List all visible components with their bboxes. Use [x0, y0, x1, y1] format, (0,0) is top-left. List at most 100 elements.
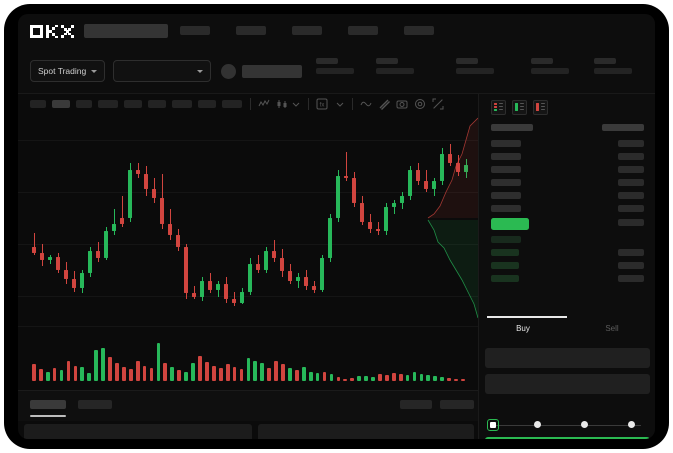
orderbook-last-price[interactable]	[491, 218, 529, 230]
volume-bar	[384, 375, 389, 381]
nav-item-1[interactable]	[180, 26, 210, 35]
submit-order-button[interactable]	[485, 437, 650, 439]
volume-bar	[149, 367, 154, 381]
timeframe-button[interactable]	[98, 100, 118, 108]
orderbook-ask-price[interactable]	[491, 179, 521, 186]
orderbook-view-asks-icon[interactable]	[533, 100, 548, 115]
nav-item-5[interactable]	[404, 26, 434, 35]
nav-search-field[interactable]	[84, 24, 168, 38]
timeframe-button[interactable]	[172, 100, 192, 108]
tab-order-history[interactable]	[78, 400, 112, 409]
nav-item-3[interactable]	[292, 26, 322, 35]
market-header: Spot Trading	[18, 48, 655, 94]
fullscreen-icon[interactable]	[432, 98, 444, 110]
timeframe-button[interactable]	[198, 100, 216, 108]
candlestick	[264, 114, 269, 324]
okx-logo[interactable]	[30, 25, 74, 38]
candlestick	[400, 114, 405, 324]
timeframe-button[interactable]	[222, 100, 242, 108]
tab-sell[interactable]: Sell	[605, 324, 619, 333]
volume-bar	[94, 350, 99, 381]
orderbook-ask-price[interactable]	[491, 140, 521, 147]
nav-items	[180, 26, 434, 36]
stepper-step-active[interactable]	[487, 419, 499, 431]
timeframe-button[interactable]	[76, 100, 92, 108]
volume-bar	[260, 363, 265, 381]
candlestick	[200, 114, 205, 324]
volume-bar	[391, 372, 396, 381]
bottom-panel-right[interactable]	[258, 424, 474, 439]
candlestick	[408, 114, 413, 324]
volume-bar	[177, 370, 182, 381]
timeframe-button[interactable]	[148, 100, 166, 108]
price-chart[interactable]	[18, 114, 478, 324]
orderbook-rows[interactable]	[479, 120, 655, 316]
volume-bar	[191, 363, 195, 381]
orderbook-bid-price[interactable]	[491, 249, 519, 256]
chevron-down-icon[interactable]	[334, 98, 346, 110]
candlestick	[384, 114, 389, 324]
candlestick	[128, 114, 133, 324]
volume-bar	[32, 364, 36, 381]
orderbook-bid-price[interactable]	[491, 262, 519, 269]
indicator-icon[interactable]: fx	[316, 98, 328, 110]
camera-icon[interactable]	[396, 98, 408, 110]
pair-selector[interactable]	[113, 60, 211, 82]
candlestick	[208, 114, 213, 324]
orderbook-ask-price[interactable]	[491, 192, 521, 199]
nav-item-2[interactable]	[236, 26, 266, 35]
tab-positions[interactable]	[440, 400, 474, 409]
chevron-down-icon	[197, 69, 203, 73]
volume-bar	[218, 367, 223, 381]
chevron-down-icon[interactable]	[290, 98, 302, 110]
volume-bar	[142, 365, 147, 381]
orderbook-bid-price[interactable]	[491, 275, 519, 282]
stepper-step[interactable]	[581, 421, 588, 428]
price-field[interactable]	[485, 348, 650, 368]
chevron-down-icon	[91, 69, 98, 73]
trading-mode-selector[interactable]: Spot Trading	[30, 60, 106, 82]
timeframe-button[interactable]	[124, 100, 142, 108]
tab-buy[interactable]: Buy	[516, 324, 530, 333]
bottom-panel-left[interactable]	[24, 424, 252, 439]
volume-bar	[246, 358, 251, 381]
timeframe-button-active[interactable]	[52, 100, 70, 108]
volume-bar	[398, 373, 403, 381]
candlestick	[240, 114, 245, 324]
nav-item-4[interactable]	[348, 26, 378, 35]
orderbook-ask-amount	[618, 179, 644, 186]
orderbook-ask-price[interactable]	[491, 153, 521, 160]
volume-histogram	[18, 326, 478, 389]
line-chart-icon[interactable]	[258, 98, 270, 110]
timeframe-button[interactable]	[30, 100, 46, 108]
amount-stepper[interactable]	[487, 419, 648, 431]
volume-bar	[59, 370, 64, 381]
orderbook-bid-price[interactable]	[491, 236, 521, 243]
wave-icon[interactable]	[360, 98, 372, 110]
volume-bar	[447, 378, 451, 381]
stepper-step[interactable]	[534, 421, 541, 428]
stepper-step[interactable]	[628, 421, 635, 428]
settings-icon[interactable]	[414, 98, 426, 110]
orderbook-view-bids-icon[interactable]	[512, 100, 527, 115]
orderbook-ask-amount	[618, 140, 644, 147]
candlestick	[456, 114, 461, 324]
volume-bar	[73, 365, 78, 381]
amount-field[interactable]	[485, 374, 650, 394]
candlestick	[288, 114, 293, 324]
svg-text:fx: fx	[320, 103, 325, 109]
orderbook-view-both-icon[interactable]	[491, 100, 506, 115]
tab-assets[interactable]	[400, 400, 432, 409]
orderbook-ask-price[interactable]	[491, 166, 521, 173]
volume-bar	[288, 367, 292, 381]
tab-open-orders[interactable]	[30, 400, 66, 409]
orderbook-bid-amount	[618, 262, 644, 269]
volume-bar	[115, 363, 119, 381]
candle-chart-icon[interactable]	[276, 98, 288, 110]
candlestick	[144, 114, 149, 324]
volume-bar	[239, 369, 244, 381]
volume-bar	[101, 347, 105, 381]
magnet-icon[interactable]	[378, 98, 390, 110]
orderbook-ask-price[interactable]	[491, 205, 521, 212]
